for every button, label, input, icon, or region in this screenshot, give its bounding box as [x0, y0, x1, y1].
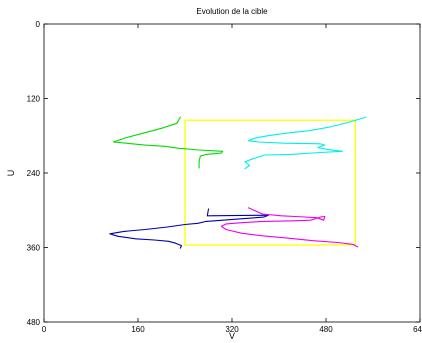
yellow-box: [184, 119, 357, 246]
x-tick-label: 320: [225, 325, 239, 334]
y-tick-label: 0: [36, 20, 41, 29]
x-tick-label: 0: [42, 325, 47, 334]
series-line-2: [244, 116, 367, 170]
yellow-box-layer: [184, 119, 357, 246]
chart-title: Evolution de la cible: [196, 7, 268, 16]
x-axis-label: V: [229, 331, 235, 341]
x-tick-label: 64: [413, 325, 422, 334]
y-tick-label: 480: [27, 318, 41, 327]
y-tick-label: 240: [27, 169, 41, 178]
series-line-4: [220, 207, 359, 248]
series-layer: [109, 116, 367, 249]
y-tick-label: 120: [27, 95, 41, 104]
x-tick-label: 480: [319, 325, 333, 334]
y-axis-label: U: [6, 170, 16, 177]
series-line-1: [112, 116, 224, 169]
series-line-3: [109, 208, 269, 249]
x-tick-label: 160: [131, 325, 145, 334]
plot-area: [43, 23, 421, 323]
y-tick-label: 360: [27, 244, 41, 253]
